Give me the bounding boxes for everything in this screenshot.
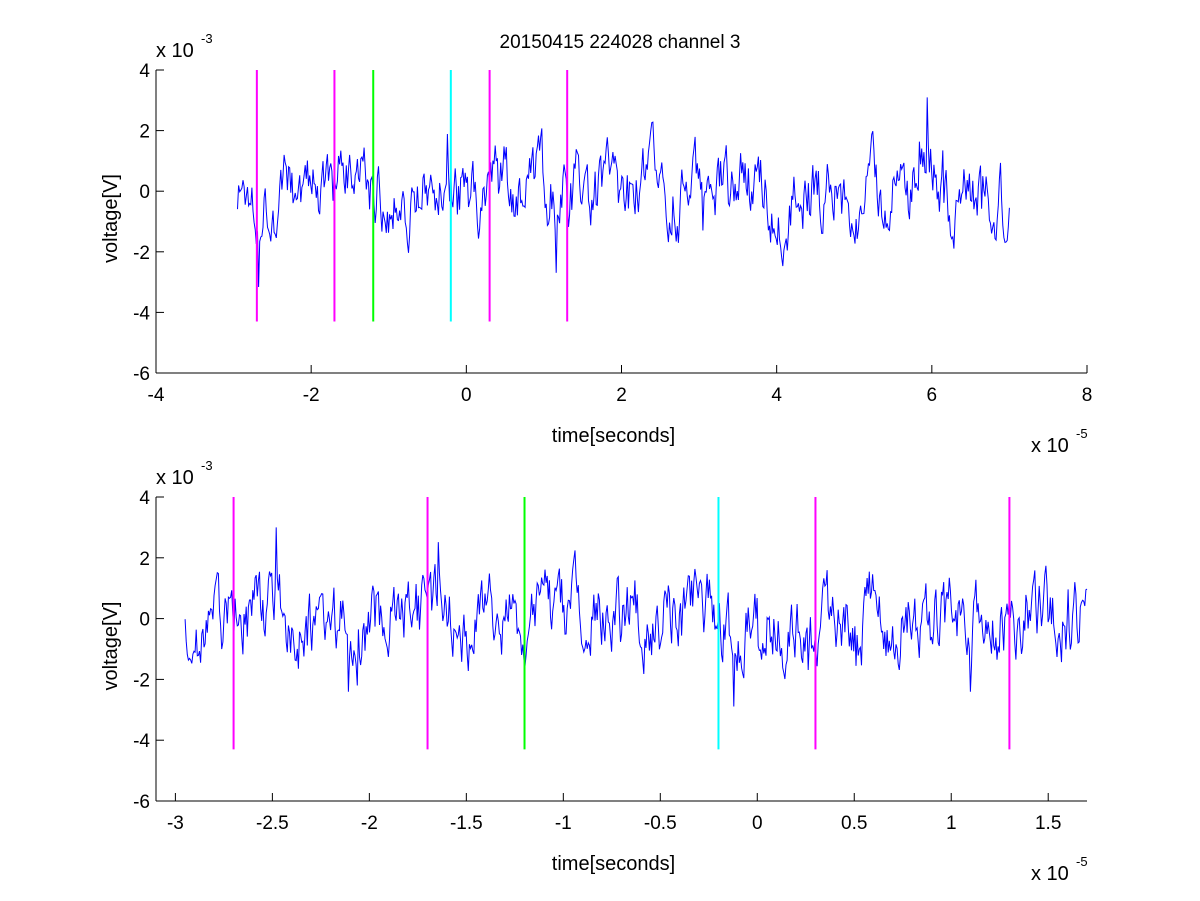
x-tick-label: -2.5 xyxy=(256,813,289,834)
y-tick-label: -6 xyxy=(133,364,150,385)
x-exponent-superscript: -5 xyxy=(1076,854,1088,869)
x-exponent-superscript: -5 xyxy=(1076,426,1088,441)
x-exponent-label: x 10 xyxy=(1031,863,1069,885)
x-axis-title: time[seconds] xyxy=(552,425,675,447)
signal-trace xyxy=(184,527,1088,707)
y-tick-label: 4 xyxy=(139,488,150,509)
y-tick-label: 0 xyxy=(139,182,150,203)
y-exponent-superscript: -3 xyxy=(201,458,213,473)
plot-bottom: -3 -2.5 -2 -1.5 -1 -0.5 0 0.5 1 1.5 -6 -4 -2 0 2 4 time[… xyxy=(100,458,1088,885)
y-tick-label: -6 xyxy=(133,792,150,813)
x-tick-label: 1 xyxy=(946,813,957,834)
x-tick-label: -1 xyxy=(555,813,572,834)
x-tick-label: -2 xyxy=(361,813,378,834)
y-tick-label: 0 xyxy=(139,610,150,631)
y-axis-title: voltage[V] xyxy=(100,174,122,263)
plot-top: -4 -2 0 2 4 6 8-6-4-2024time[seconds]voltage[V… xyxy=(100,31,1092,457)
x-tick-label: -4 xyxy=(148,385,165,406)
y-tick-label: -4 xyxy=(133,731,150,752)
x-exponent-label: x 10 xyxy=(1031,435,1069,457)
y-exponent-superscript: -3 xyxy=(201,31,213,46)
x-tick-label: 4 xyxy=(771,385,782,406)
y-axis-title: voltage[V] xyxy=(100,602,122,691)
y-exponent-label: x 10 xyxy=(156,467,194,489)
y-tick-label: -4 xyxy=(133,303,150,324)
x-tick-label: 8 xyxy=(1082,385,1093,406)
figure-title: 20150415 224028 channel 3 xyxy=(500,32,741,53)
x-tick-label: -2 xyxy=(303,385,320,406)
signal-trace xyxy=(237,97,1010,288)
y-tick-label: -2 xyxy=(133,670,150,691)
y-tick-label: 2 xyxy=(139,122,150,143)
x-tick-label: 6 xyxy=(927,385,938,406)
x-tick-label: -0.5 xyxy=(644,813,677,834)
x-tick-label: -1.5 xyxy=(450,813,483,834)
y-exponent-label: x 10 xyxy=(156,40,194,62)
x-tick-label: 0.5 xyxy=(841,813,867,834)
x-tick-label: 0 xyxy=(752,813,763,834)
y-tick-label: 4 xyxy=(139,61,150,82)
x-tick-label: 0 xyxy=(461,385,472,406)
x-tick-label: 2 xyxy=(616,385,627,406)
x-axis-title: time[seconds] xyxy=(552,853,675,875)
y-tick-label: 2 xyxy=(139,549,150,570)
x-tick-label: 1.5 xyxy=(1035,813,1061,834)
y-tick-label: -2 xyxy=(133,243,150,264)
x-tick-label: -3 xyxy=(167,813,184,834)
